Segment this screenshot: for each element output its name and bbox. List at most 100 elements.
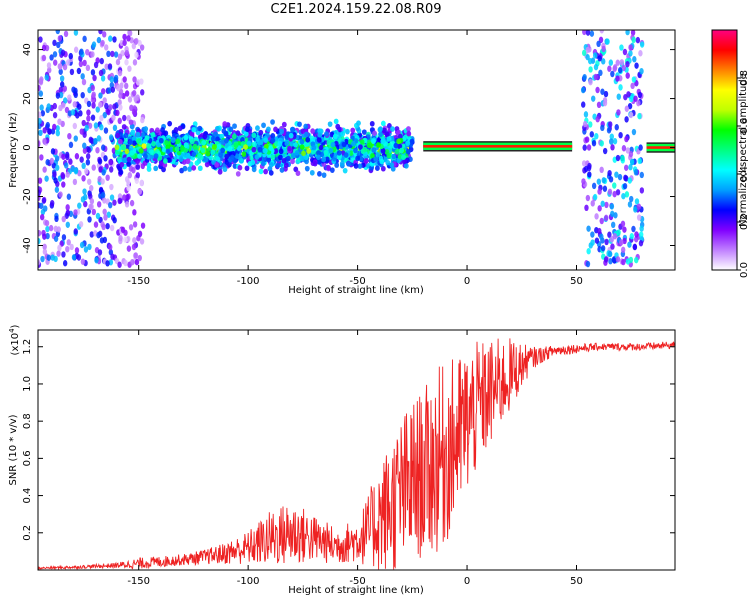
heatmap-cell <box>394 149 400 155</box>
heatmap-cell <box>162 158 168 164</box>
heatmap-cell <box>42 137 47 145</box>
heatmap-cell <box>619 239 624 246</box>
heatmap-cell <box>250 159 256 166</box>
heatmap-cell <box>61 181 66 188</box>
heatmap-cell <box>52 39 57 47</box>
heatmap-cell <box>93 137 98 145</box>
heatmap-cell <box>49 157 55 165</box>
heatmap-cell <box>104 44 109 51</box>
heatmap-cell <box>87 243 92 251</box>
heatmap-cell <box>586 248 591 255</box>
heatmap-cell <box>619 44 624 51</box>
heatmap-cell <box>72 122 78 130</box>
heatmap-cell <box>65 221 70 228</box>
heatmap-cell <box>321 172 327 178</box>
heatmap-cell <box>82 35 87 43</box>
heatmap-cell <box>102 111 107 119</box>
heatmap-cell <box>133 95 138 103</box>
heatmap-cell <box>599 166 604 174</box>
heatmap-cell <box>93 122 99 129</box>
heatmap-cell <box>144 135 150 141</box>
heatmap-cell <box>183 142 189 148</box>
y-tick-label: 0.2 <box>22 525 33 541</box>
heatmap-cell <box>341 141 347 148</box>
x-tick-label: -150 <box>127 276 150 287</box>
heatmap-cell <box>639 41 645 48</box>
heatmap-cell <box>131 243 137 251</box>
heatmap-cell <box>135 131 141 138</box>
heatmap-cell <box>62 97 68 104</box>
heatmap-cell <box>273 126 278 133</box>
heatmap-cell <box>110 50 115 58</box>
heatmap-cell <box>127 171 132 179</box>
heatmap-cell <box>604 238 609 246</box>
heatmap-cell <box>97 158 103 165</box>
heatmap-cell <box>83 246 89 253</box>
heatmap-cell <box>614 171 619 178</box>
heatmap-cell <box>41 197 47 204</box>
heatmap-cell <box>201 140 207 146</box>
heatmap-cell <box>92 74 97 82</box>
heatmap-cell <box>65 171 70 178</box>
heatmap-cell <box>318 144 324 151</box>
heatmap-cell <box>608 121 613 128</box>
heatmap-cell <box>616 93 621 100</box>
heatmap-cell <box>88 193 93 200</box>
heatmap-cell <box>406 126 411 132</box>
heatmap-cell <box>615 189 621 196</box>
heatmap-cell <box>132 237 137 244</box>
heatmap-cell <box>106 50 111 58</box>
heatmap-cell <box>52 123 57 131</box>
heatmap-cell <box>87 216 92 223</box>
heatmap-cell <box>76 67 82 75</box>
heatmap-cell <box>178 156 184 162</box>
heatmap-cell <box>110 86 116 93</box>
heatmap-cell <box>115 58 121 66</box>
heatmap-cell <box>101 169 106 176</box>
colorbar-tick-label: 0.6 <box>739 118 750 134</box>
x-tick-label: -100 <box>237 576 260 587</box>
heatmap-cell <box>161 146 167 153</box>
heatmap-cell <box>634 231 639 238</box>
heatmap-cell <box>637 157 642 165</box>
heatmap-cell <box>38 229 42 237</box>
heatmap-cell <box>109 194 115 201</box>
heatmap-cell <box>596 40 601 48</box>
heatmap-cell <box>124 148 130 155</box>
heatmap-cell <box>68 52 73 60</box>
heatmap-cell <box>65 245 70 253</box>
heatmap-cell <box>607 188 613 195</box>
heatmap-cell <box>153 165 159 172</box>
heatmap-cell <box>374 165 380 171</box>
heatmap-cell <box>61 251 66 258</box>
y-tick-label: -40 <box>22 237 33 253</box>
heatmap-cell <box>639 67 644 75</box>
heatmap-cell <box>103 214 108 221</box>
heatmap-cell <box>597 55 602 62</box>
y-tick-label: 40 <box>22 43 33 56</box>
heatmap-cell <box>607 250 613 258</box>
heatmap-cell <box>312 160 318 167</box>
heatmap-cell <box>90 114 96 121</box>
heatmap-cell <box>223 137 229 144</box>
heatmap-cell <box>305 137 311 143</box>
heatmap-cell <box>82 188 87 195</box>
heatmap-cell <box>124 59 129 66</box>
heatmap-cell <box>185 158 191 164</box>
heatmap-cell <box>99 124 104 131</box>
heatmap-cell <box>323 149 329 156</box>
heatmap-cell <box>102 236 108 244</box>
heatmap-cell <box>301 150 306 157</box>
heatmap-cell <box>361 129 367 135</box>
heatmap-cell <box>153 153 159 159</box>
heatmap-cell <box>70 109 76 116</box>
heatmap-cell <box>629 195 634 203</box>
heatmap-cell <box>66 239 71 246</box>
heatmap-cell <box>39 154 44 161</box>
heatmap-cell <box>610 243 615 250</box>
heatmap-cell <box>405 148 411 155</box>
heatmap-cell <box>120 226 126 234</box>
heatmap-cell <box>378 131 383 138</box>
heatmap-cell <box>628 111 634 119</box>
heatmap-cell <box>623 93 628 101</box>
